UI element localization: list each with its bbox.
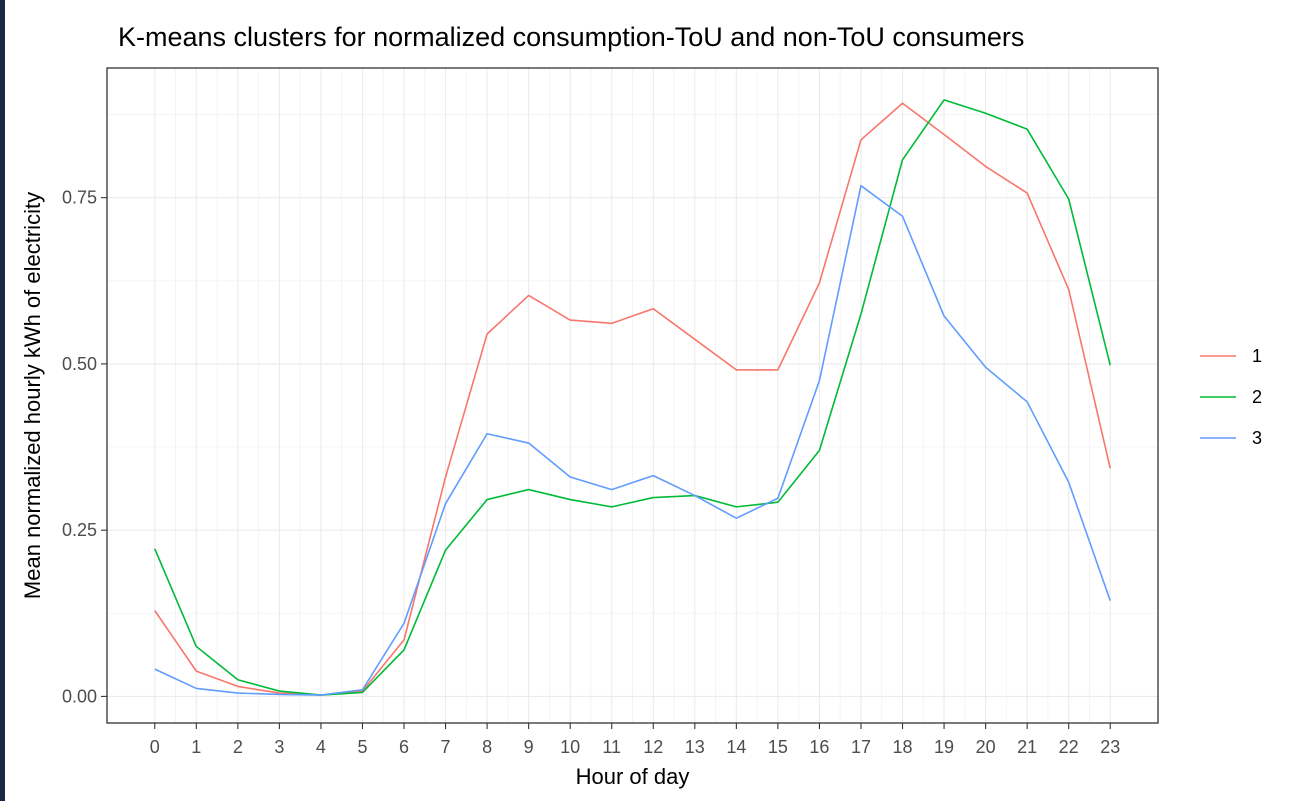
x-tick-label: 1 <box>191 737 201 757</box>
x-tick-label: 23 <box>1100 737 1120 757</box>
x-tick-label: 11 <box>602 737 621 757</box>
legend-label-1: 1 <box>1252 346 1262 366</box>
chart-title: K-means clusters for normalized consumpt… <box>118 22 1025 52</box>
y-axis-title: Mean normalized hourly kWh of electricit… <box>20 192 45 599</box>
legend-label-3: 3 <box>1252 428 1262 448</box>
legend: 1 2 3 <box>1200 346 1262 448</box>
x-tick-label: 5 <box>357 737 367 757</box>
y-tick-label: 0.75 <box>62 188 97 208</box>
y-tick-label: 0.00 <box>62 686 97 706</box>
series-line-3 <box>154 184 1111 696</box>
x-tick-label: 0 <box>150 737 160 757</box>
x-axis-ticks: 0 1 2 3 4 5 6 7 8 9 10 11 12 13 14 15 16 17 18 19 20 21 22 23 <box>150 723 1120 757</box>
x-tick-label: 8 <box>482 737 492 757</box>
y-tick-label: 0.25 <box>62 520 97 540</box>
major-gridlines <box>107 68 1158 723</box>
x-tick-label: 19 <box>934 737 954 757</box>
minor-gridlines <box>107 68 1158 723</box>
x-tick-label: 16 <box>809 737 829 757</box>
x-tick-label: 22 <box>1059 737 1079 757</box>
x-tick-label: 12 <box>643 737 663 757</box>
x-tick-label: 20 <box>976 737 996 757</box>
x-tick-label: 17 <box>851 737 871 757</box>
x-tick-label: 3 <box>274 737 284 757</box>
y-tick-label: 0.50 <box>62 354 97 374</box>
x-tick-label: 6 <box>399 737 409 757</box>
x-tick-label: 2 <box>233 737 243 757</box>
x-tick-label: 4 <box>316 737 326 757</box>
x-tick-label: 18 <box>893 737 913 757</box>
x-tick-label: 15 <box>768 737 788 757</box>
x-tick-label: 9 <box>524 737 534 757</box>
x-tick-label: 10 <box>560 737 580 757</box>
x-tick-label: 21 <box>1017 737 1037 757</box>
x-axis-title: Hour of day <box>576 764 690 789</box>
panel-border <box>106 67 1159 724</box>
left-accent-bar <box>0 0 5 801</box>
legend-label-2: 2 <box>1252 387 1262 407</box>
x-tick-label: 14 <box>726 737 746 757</box>
y-axis-ticks: 0.00 0.25 0.50 0.75 <box>62 188 107 706</box>
x-tick-label: 7 <box>441 737 451 757</box>
x-tick-label: 13 <box>685 737 705 757</box>
series-lines <box>154 99 1112 696</box>
